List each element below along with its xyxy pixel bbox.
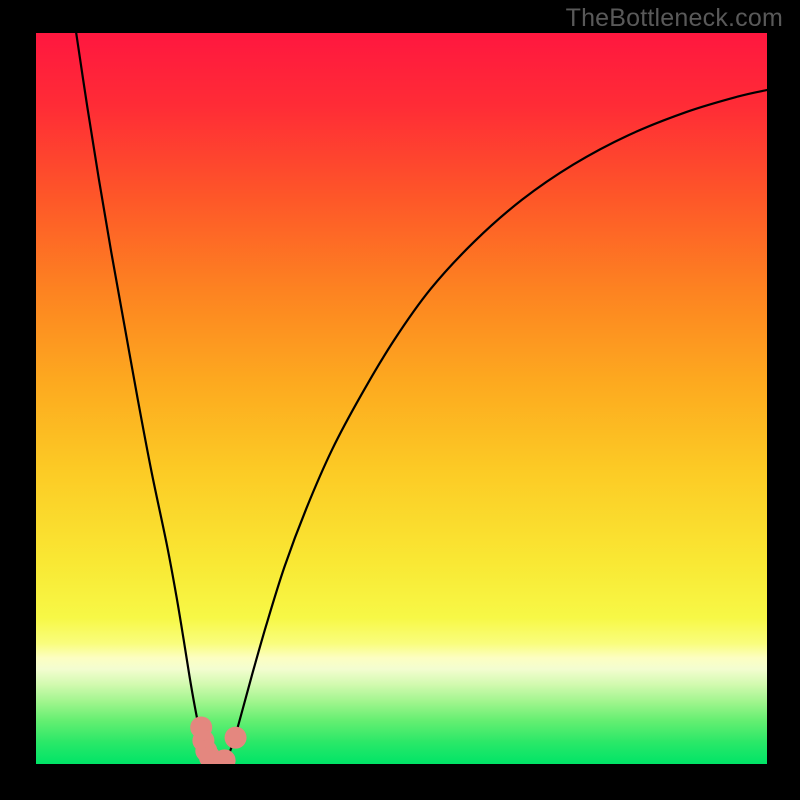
chart-frame: TheBottleneck.com bbox=[0, 0, 800, 800]
plot-area bbox=[36, 33, 767, 764]
watermark-text: TheBottleneck.com bbox=[566, 4, 783, 33]
data-marker bbox=[225, 727, 247, 749]
gradient-background bbox=[36, 33, 767, 764]
chart-svg bbox=[36, 33, 767, 764]
